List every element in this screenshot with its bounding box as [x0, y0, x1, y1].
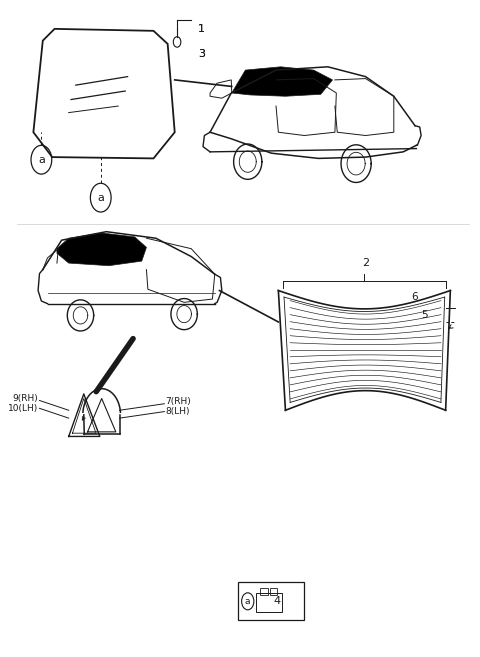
Text: 5: 5	[421, 310, 428, 321]
Text: 4: 4	[274, 597, 281, 606]
Text: 7(RH): 7(RH)	[165, 397, 191, 406]
Text: 9(RH): 9(RH)	[12, 394, 38, 403]
Text: a: a	[38, 154, 45, 165]
Text: 3: 3	[198, 49, 205, 58]
Text: 1: 1	[198, 24, 205, 34]
Text: a: a	[245, 597, 251, 606]
Text: 10(LH): 10(LH)	[8, 404, 38, 413]
Text: 2: 2	[362, 258, 369, 268]
Text: a: a	[97, 193, 104, 202]
Polygon shape	[57, 233, 146, 265]
Text: 6: 6	[412, 292, 419, 302]
Text: 8(LH): 8(LH)	[165, 407, 190, 416]
Text: 1: 1	[198, 24, 205, 34]
Polygon shape	[232, 67, 333, 97]
Text: 3: 3	[198, 49, 205, 58]
